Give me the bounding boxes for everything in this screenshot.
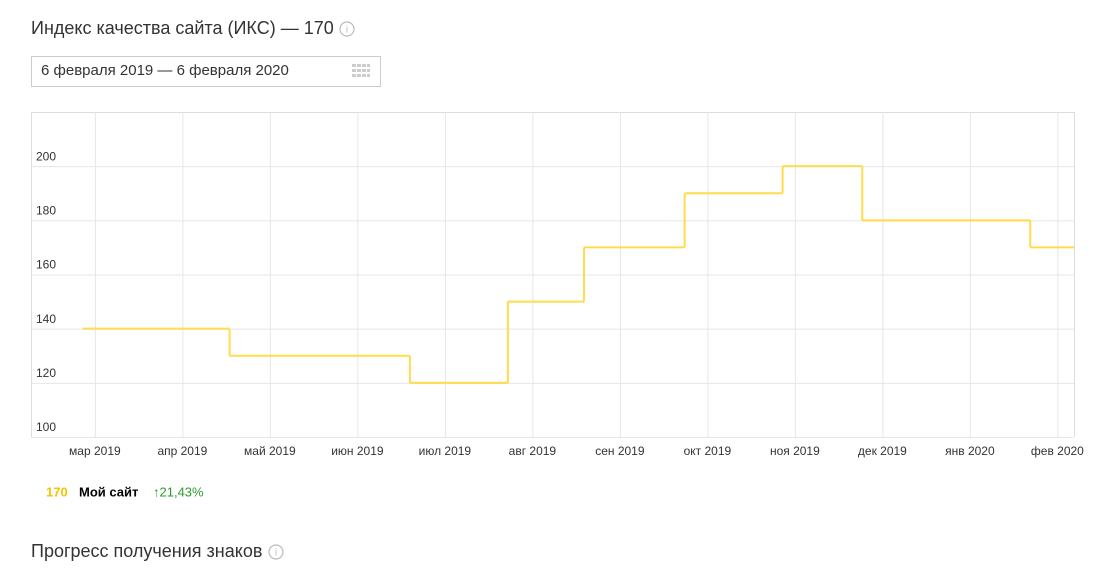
calendar-icon[interactable] <box>352 64 370 77</box>
x-tick-label: авг 2019 <box>509 444 557 458</box>
x-tick-label: янв 2020 <box>945 444 995 458</box>
section-title: Прогресс получения знаков <box>31 541 262 561</box>
chart: 100 120 140 160 180 200 мар 2019 апр 2019 май 20… <box>31 112 1084 458</box>
date-range-text: 6 февраля 2019 — 6 февраля 2020 <box>41 62 289 79</box>
date-range-input[interactable] <box>31 56 381 87</box>
x-tick-label: окт 2019 <box>684 444 732 458</box>
y-tick-label: 140 <box>36 312 56 326</box>
legend-name: Мой сайт <box>79 484 138 499</box>
x-tick-label: июл 2019 <box>419 444 472 458</box>
info-icon[interactable]: i <box>339 21 355 37</box>
x-tick-label: дек 2019 <box>858 444 907 458</box>
x-tick-label: мар 2019 <box>69 444 121 458</box>
info-icon[interactable]: i <box>268 544 284 560</box>
y-tick-label: 180 <box>36 204 56 218</box>
y-tick-label: 160 <box>36 258 56 272</box>
y-tick-label: 200 <box>36 149 56 163</box>
page-title: Индекс качества сайта (ИКС) — 170 <box>31 18 334 38</box>
x-tick-label: ноя 2019 <box>770 444 820 458</box>
x-tick-label: сен 2019 <box>595 444 645 458</box>
x-tick-label: июн 2019 <box>331 444 384 458</box>
legend-value: 170 <box>46 484 68 499</box>
x-tick-label: май 2019 <box>244 444 296 458</box>
y-tick-label: 120 <box>36 366 56 380</box>
legend-change: ↑21,43% <box>153 484 204 499</box>
svg-text:i: i <box>346 25 348 36</box>
svg-text:i: i <box>275 548 277 559</box>
x-tick-label: апр 2019 <box>157 444 207 458</box>
x-tick-label: фев 2020 <box>1031 444 1084 458</box>
y-tick-label: 100 <box>36 420 56 434</box>
